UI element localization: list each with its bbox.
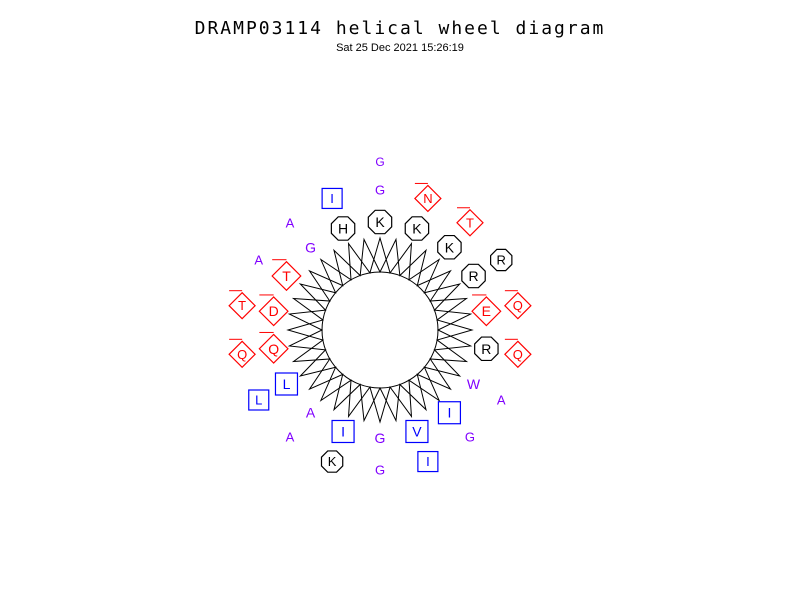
residue-20: K: [321, 451, 342, 472]
residue-18: G: [375, 183, 385, 198]
residue-label-2: I: [341, 423, 345, 439]
residue-33: R: [491, 249, 512, 270]
residue-29: N: [415, 183, 441, 211]
residue-22: T: [457, 208, 483, 236]
residue-7: H: [331, 217, 354, 240]
residue-label-18: G: [375, 183, 385, 198]
residue-8: E: [472, 295, 501, 326]
residue-label-17: Q: [268, 341, 279, 357]
residue-9: G: [375, 430, 386, 446]
residue-label-21: A: [254, 253, 263, 268]
residue-label-7: H: [338, 221, 348, 237]
residue-2: I: [332, 420, 354, 442]
residue-label-22: T: [466, 215, 474, 230]
residue-label-16: V: [412, 423, 422, 439]
residue-15: R: [462, 264, 485, 287]
residue-label-10: D: [269, 303, 279, 319]
residue-label-34: I: [426, 454, 430, 469]
residue-10: D: [259, 295, 288, 326]
residue-label-35: Q: [237, 347, 247, 362]
residue-31: A: [286, 430, 295, 445]
residue-25: I: [322, 188, 342, 208]
residue-label-6: L: [283, 376, 291, 392]
residue-label-24: L: [255, 393, 262, 408]
residue-label-9: G: [375, 430, 386, 446]
residue-label-13: A: [306, 405, 316, 421]
residue-21: A: [254, 253, 263, 268]
residue-24: L: [249, 390, 269, 410]
residue-27: G: [375, 463, 385, 478]
residue-label-32: A: [286, 215, 295, 230]
residue-5: I: [438, 402, 460, 424]
residue-label-8: E: [482, 303, 491, 319]
residue-26: Q: [505, 291, 531, 319]
residue-32: A: [286, 215, 295, 230]
residue-label-30: A: [497, 393, 506, 408]
residue-label-1: R: [481, 341, 491, 357]
residue-label-23: G: [465, 430, 475, 445]
residue-label-31: A: [286, 430, 295, 445]
residue-label-26: Q: [513, 298, 523, 313]
residue-label-4: K: [445, 239, 455, 255]
residue-label-12: W: [467, 376, 481, 392]
residue-35: Q: [229, 339, 255, 367]
residue-14: G: [305, 239, 316, 255]
residue-label-11: K: [412, 221, 422, 237]
residue-34: I: [418, 452, 438, 472]
residue-label-19: Q: [513, 347, 523, 362]
star-polygon: [289, 238, 470, 422]
residue-12: W: [467, 376, 481, 392]
residue-13: A: [306, 405, 316, 421]
residue-23: G: [465, 430, 475, 445]
helical-wheel-svg: KRITKILHEGDKWAGRVQGQKATGLIQGTNAAARIQG: [0, 0, 800, 600]
residue-label-33: R: [497, 253, 506, 268]
residue-19: Q: [505, 339, 531, 367]
residue-1: R: [475, 337, 498, 360]
inner-circle: [322, 272, 438, 388]
residue-36: G: [375, 155, 384, 169]
residue-label-5: I: [447, 405, 451, 421]
residue-label-0: K: [375, 214, 385, 230]
residue-label-20: K: [328, 454, 337, 469]
residue-11: K: [405, 217, 428, 240]
residue-label-28: T: [238, 298, 246, 313]
residue-label-3: T: [282, 268, 291, 284]
residue-30: A: [497, 393, 506, 408]
residue-3: T: [272, 260, 301, 291]
residue-label-14: G: [305, 239, 316, 255]
residue-4: K: [438, 236, 461, 259]
residue-28: T: [229, 291, 255, 319]
residue-label-25: I: [330, 191, 334, 206]
star-polygon-2: [288, 239, 472, 420]
residue-label-29: N: [423, 191, 432, 206]
residue-label-36: G: [375, 155, 384, 169]
residue-16: V: [406, 420, 428, 442]
residue-label-27: G: [375, 463, 385, 478]
residue-0: K: [368, 210, 391, 233]
residue-label-15: R: [468, 268, 478, 284]
residue-17: Q: [259, 332, 288, 363]
residue-6: L: [275, 373, 297, 395]
